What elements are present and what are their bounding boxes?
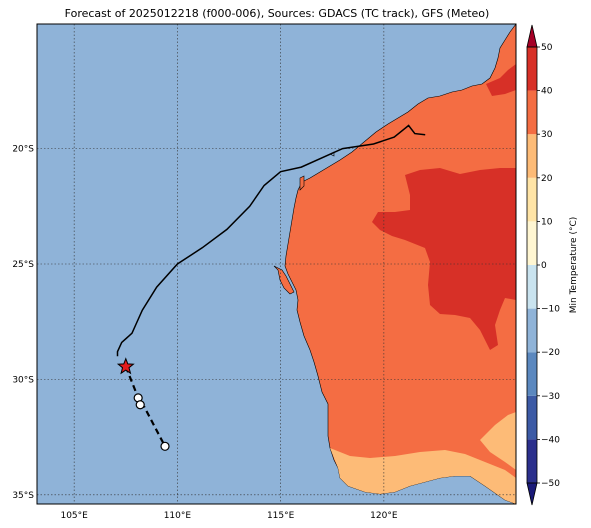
- colorbar-band: [527, 177, 537, 222]
- past-track-line: [116, 124, 426, 357]
- colorbar-band: [527, 134, 537, 178]
- lat-tick-label: 25°S: [12, 260, 34, 270]
- colorbar-extend-bottom: [526, 482, 538, 506]
- lat-tick-label: 20°S: [12, 145, 34, 155]
- island: [299, 175, 305, 191]
- lon-tick-label: 115°E: [267, 511, 295, 521]
- gridlines: [37, 24, 516, 504]
- colorbar-label: Min Temperature (°C): [569, 217, 579, 314]
- land-cool-south: [330, 448, 516, 504]
- colorbar-tick-label: 0: [541, 261, 547, 271]
- colorbar-extend-top: [526, 24, 538, 48]
- colorbar-tick-label: −10: [541, 305, 560, 315]
- land-warm-interior: [372, 168, 516, 350]
- lat-tick-label: 30°S: [12, 375, 34, 385]
- colorbar-tick-label: −20: [541, 348, 560, 358]
- land-north-warm: [486, 64, 516, 96]
- colorbar-tick-label: 50: [541, 43, 553, 53]
- lon-tick-label: 110°E: [164, 511, 192, 521]
- shark-bay-peninsula: [273, 265, 295, 295]
- colorbar-band: [527, 439, 537, 483]
- colorbar-band: [527, 221, 537, 265]
- colorbar-tick-label: −40: [541, 435, 560, 445]
- lon-tick-label: 120°E: [370, 511, 398, 521]
- colorbar-tick-label: 30: [541, 130, 553, 140]
- colorbar-band: [527, 47, 537, 91]
- colorbar-band: [527, 90, 537, 135]
- axis-ticks: 105°E 110°E 115°E 120°E 20°S 25°S 30°S 35°S: [12, 145, 398, 521]
- current-position-star-icon: [116, 357, 135, 375]
- colorbar-band: [527, 352, 537, 396]
- colorbar-band: [527, 265, 537, 309]
- lon-tick-label: 105°E: [60, 511, 88, 521]
- figure-title: Forecast of 2025012218 (f000-006), Sourc…: [64, 7, 490, 20]
- colorbar-tick-label: 10: [541, 217, 553, 227]
- forecast-position-marker: [135, 400, 145, 410]
- colorbar: 50 40 30 20 10 0 −10 −20 −30 −40 −50: [526, 24, 560, 506]
- land-cool-southeast: [480, 412, 516, 470]
- colorbar-tick-label: −50: [541, 479, 560, 489]
- colorbar-tick-label: 40: [541, 87, 553, 97]
- forecast-position-marker: [160, 441, 170, 451]
- lat-tick-label: 35°S: [12, 491, 34, 501]
- colorbar-tick-label: 20: [541, 174, 553, 184]
- colorbar-band: [527, 308, 537, 353]
- colorbar-band: [527, 395, 537, 440]
- map-frame: [36, 23, 517, 505]
- colorbar-tick-label: −30: [541, 392, 560, 402]
- cyclone-track: [116, 124, 426, 451]
